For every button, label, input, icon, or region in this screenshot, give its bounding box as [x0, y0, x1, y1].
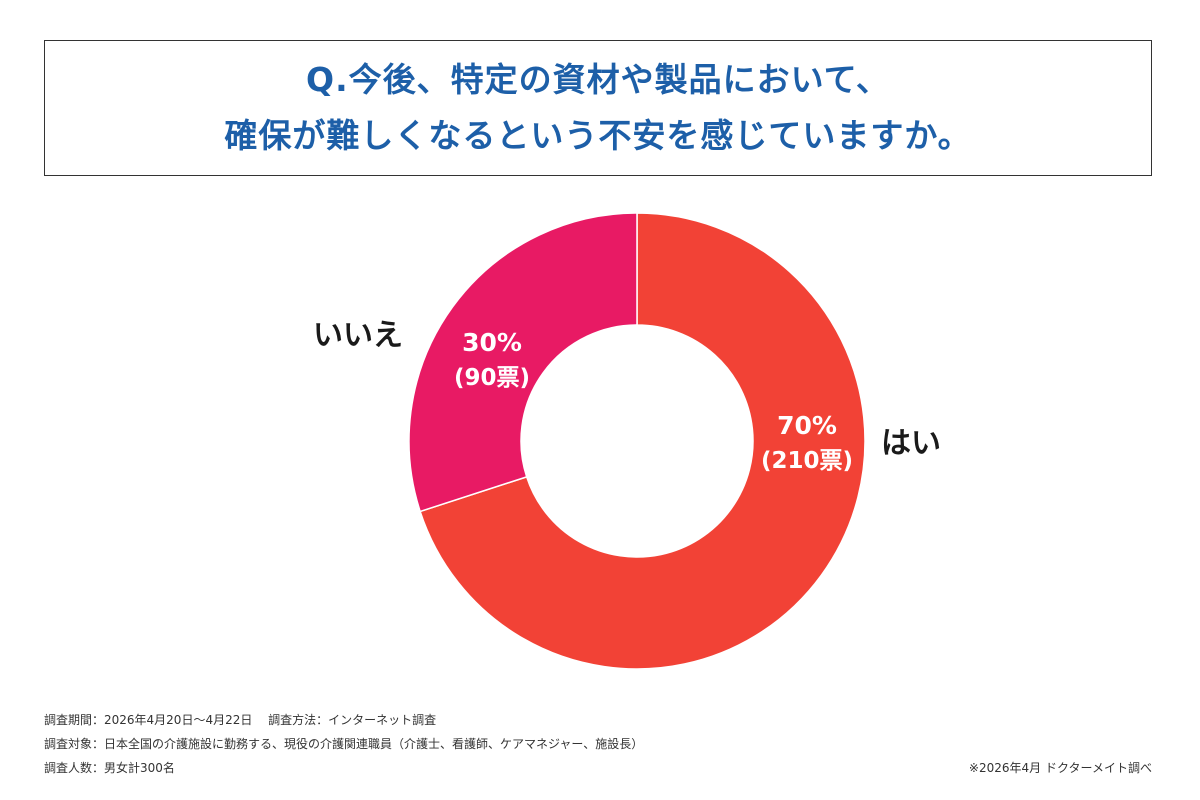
- category-label-no: いいえ: [313, 318, 403, 353]
- slice-percent-label: 30%: [462, 328, 522, 357]
- survey-footer: 調査期間：2026年4月20日〜4月22日 調査方法：インターネット調査 調査対…: [44, 708, 643, 780]
- donut-labels: 70% (210票) はい 30% (90票) いいえ: [313, 318, 941, 474]
- slice-count-label: (210票): [761, 448, 853, 474]
- survey-count: 調査人数：男女計300名: [44, 761, 175, 775]
- survey-credit: ※2026年4月 ドクターメイト調べ: [968, 761, 1152, 775]
- slice-yes: [419, 212, 866, 670]
- slice-percent-label: 70%: [777, 411, 837, 440]
- survey-target: 調査対象：日本全国の介護施設に勤務する、現役の介護関連職員（介護士、看護師、ケア…: [44, 737, 644, 751]
- survey-period: 調査期間：2026年4月20日〜4月22日 調査方法：インターネット調査: [44, 713, 437, 727]
- category-label-yes: はい: [881, 426, 941, 461]
- slice-count-label: (90票): [454, 365, 530, 391]
- question-title-line-2: 確保が難しくなるという不安を感じていますか。: [224, 116, 972, 155]
- question-title-box: Q.今後、特定の資材や製品において、 確保が難しくなるという不安を感じていますか…: [44, 40, 1152, 176]
- question-title-line-1: Q.今後、特定の資材や製品において、: [306, 60, 890, 99]
- slice-no: [408, 212, 638, 513]
- donut-slices: [408, 212, 866, 670]
